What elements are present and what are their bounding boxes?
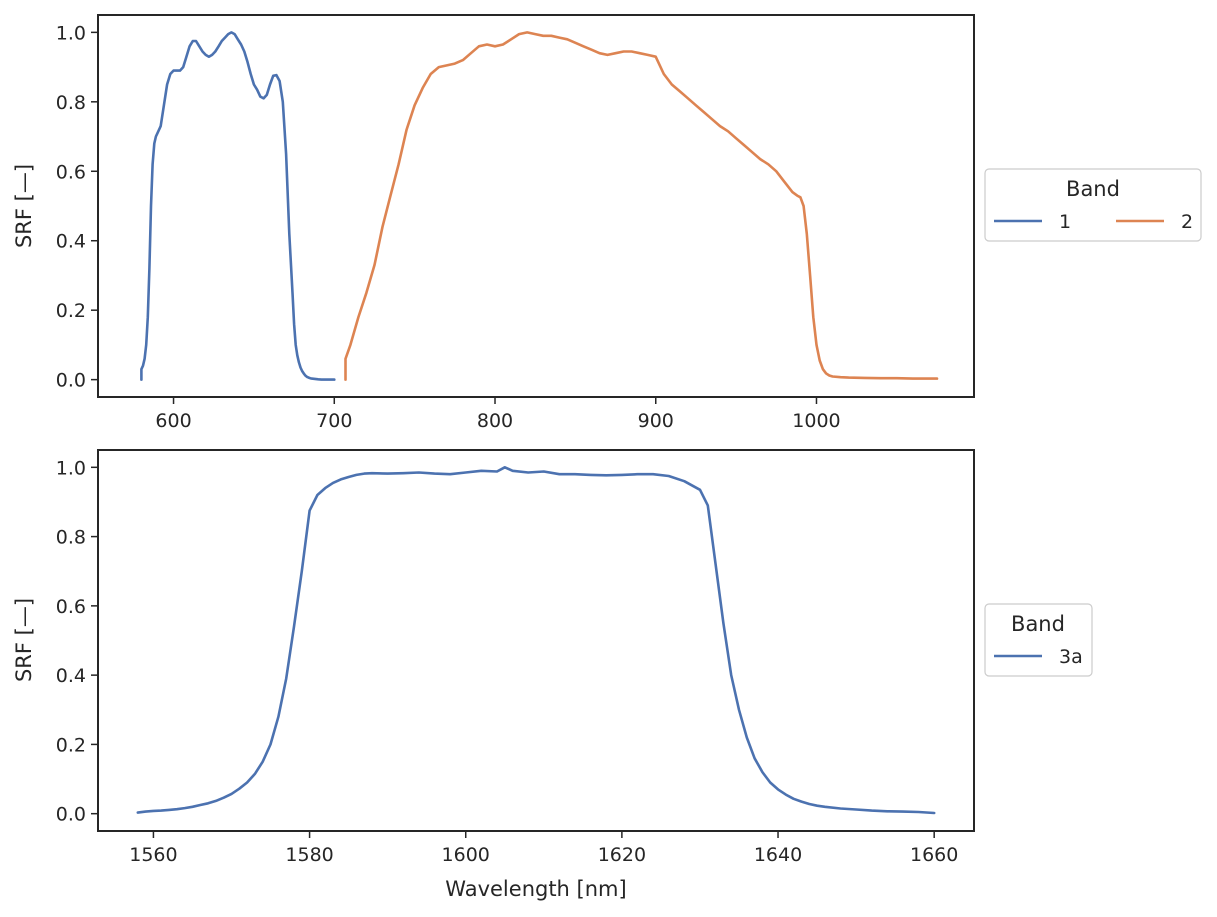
y-tick-label: 0.2	[56, 734, 86, 756]
y-tick-label: 0.2	[56, 300, 86, 322]
legend-label-band-1: 1	[1059, 211, 1071, 233]
x-tick-label: 1640	[754, 844, 802, 866]
y-tick-label: 0.8	[56, 92, 86, 114]
x-tick-label: 600	[155, 410, 191, 432]
x-tick-label: 1580	[285, 844, 333, 866]
y-tick-label: 0.0	[56, 370, 86, 392]
y-tick-label: 0.6	[56, 161, 86, 183]
y-ticks-bottom: 0.0 0.2 0.4 0.6 0.8 1.0	[56, 457, 98, 826]
y-tick-label: 0.6	[56, 596, 86, 618]
legend-bottom: Band 3a	[984, 603, 1093, 677]
legend-box-bottom	[984, 603, 1093, 677]
x-tick-label: 1600	[442, 844, 490, 866]
x-tick-label: 1000	[792, 410, 840, 432]
series-line-band-1	[140, 31, 336, 381]
legend-title-top: Band	[1066, 177, 1120, 201]
y-tick-label: 0.8	[56, 527, 86, 549]
axes-frame-top	[97, 14, 975, 398]
x-tick-label: 1660	[910, 844, 958, 866]
y-tick-label: 0.0	[56, 804, 86, 826]
chart-panel-top: SRF [—] 0.0 0.2 0.4 0.6 0.8 1.0 600 700 800 900 1…	[12, 14, 1202, 432]
y-axis-label-bottom: SRF [—]	[12, 598, 36, 682]
series-group-top	[140, 31, 939, 381]
axes-frame-bottom	[97, 449, 975, 832]
x-tick-label: 700	[316, 410, 352, 432]
y-tick-label: 0.4	[56, 231, 86, 253]
series-line-band-2	[344, 31, 939, 381]
legend-top: Band 1 2	[984, 168, 1202, 242]
y-axis-label-top: SRF [—]	[12, 164, 36, 248]
x-tick-label: 900	[638, 410, 674, 432]
legend-label-band-3a: 3a	[1059, 646, 1083, 668]
x-axis-label-bottom: Wavelength [nm]	[445, 877, 626, 901]
y-tick-label: 1.0	[56, 22, 86, 44]
legend-box-top	[984, 168, 1202, 242]
x-ticks-top: 600 700 800 900 1000	[155, 397, 841, 432]
y-tick-label: 0.4	[56, 665, 86, 687]
series-line-band-3a	[136, 465, 936, 815]
x-tick-label: 1560	[129, 844, 177, 866]
legend-title-bottom: Band	[1011, 612, 1065, 636]
series-group-bottom	[136, 465, 936, 815]
y-ticks-top: 0.0 0.2 0.4 0.6 0.8 1.0	[56, 22, 98, 392]
x-tick-label: 800	[477, 410, 513, 432]
legend-label-band-2: 2	[1181, 211, 1193, 233]
x-tick-label: 1620	[598, 844, 646, 866]
chart-panel-bottom: SRF [—] Wavelength [nm] 0.0 0.2 0.4 0.6 0.8 1…	[12, 449, 1093, 901]
y-tick-label: 1.0	[56, 457, 86, 479]
x-ticks-bottom: 1560 1580 1600 1620 1640 1660	[129, 831, 958, 866]
